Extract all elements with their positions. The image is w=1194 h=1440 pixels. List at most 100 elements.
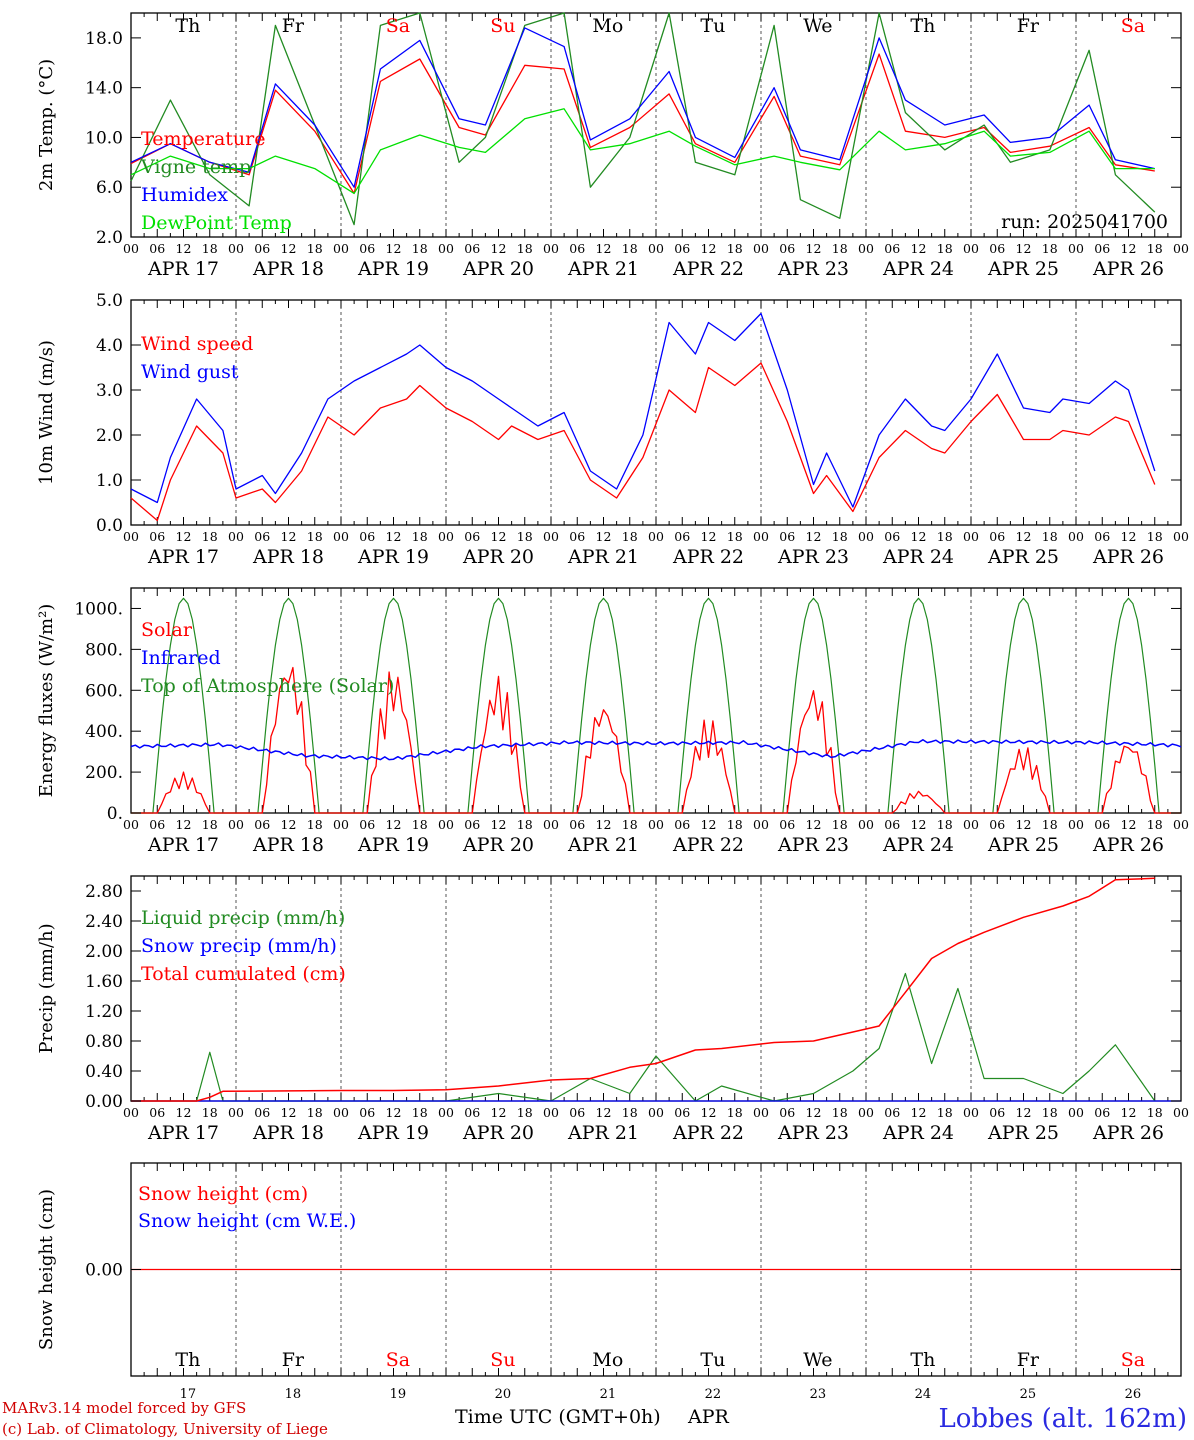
hour-tick-label: 06	[359, 1105, 375, 1120]
hour-tick-label: 12	[806, 529, 822, 544]
panel-1-axes	[130, 12, 1182, 238]
hour-tick-label: 12	[491, 817, 507, 832]
weekday-label: Tu	[700, 15, 725, 37]
hour-tick-label: 06	[359, 529, 375, 544]
hour-tick-label: 00	[963, 529, 979, 544]
series-humidex-line	[130, 27, 1155, 188]
hour-tick-label: 00	[333, 241, 349, 256]
hour-tick-label: 00	[228, 817, 244, 832]
date-label: APR 20	[462, 834, 534, 856]
hour-tick-label: 00	[963, 241, 979, 256]
legend-4: Liquid precip (mm/h) Snow precip (mm/h) To…	[141, 907, 346, 985]
hour-tick-label: 00	[543, 1105, 559, 1120]
legend-entry: Snow height (cm W.E.)	[138, 1210, 356, 1232]
hour-tick-label: 12	[176, 529, 192, 544]
hour-tick-label: 18	[727, 1105, 743, 1120]
hour-tick-label: 06	[1094, 1105, 1110, 1120]
hour-tick-label: 06	[569, 1105, 585, 1120]
model-credit: MARv3.14 model forced by GFS	[2, 1399, 246, 1417]
y-axis-4: 0.00 0.40 0.80 1.20 1.60 2.00 2.40 2.80	[85, 882, 1181, 1112]
series-infrared-line	[130, 739, 1182, 761]
weekday-label: Mo	[592, 15, 623, 37]
hour-tick-label: 18	[727, 241, 743, 256]
hour-tick-label: 00	[1173, 817, 1189, 832]
y-tick-label: 1.20	[85, 1002, 123, 1022]
hour-tick-label: 18	[307, 241, 323, 256]
hour-tick-label: 00	[123, 817, 139, 832]
panel-2-axes	[130, 299, 1182, 526]
y-tick-label: 0.80	[85, 1032, 123, 1052]
hour-tick-label: 00	[543, 817, 559, 832]
date-label: APR 21	[567, 258, 639, 280]
hour-tick-label: 06	[989, 1105, 1005, 1120]
hour-tick-label: 18	[937, 241, 953, 256]
series-wind-gust-line	[130, 312, 1156, 508]
hour-tick-label: 18	[517, 817, 533, 832]
hour-tick-label: 12	[281, 817, 297, 832]
hour-tick-label: 00	[1068, 241, 1084, 256]
hour-tick-label: 12	[596, 817, 612, 832]
hour-tick-label: 12	[806, 817, 822, 832]
y-tick-label: 2.0	[96, 228, 123, 248]
hour-tick-label: 06	[779, 241, 795, 256]
hour-tick-label: 12	[1016, 817, 1032, 832]
hour-tick-label: 12	[911, 529, 927, 544]
series-liquid-precip-line	[131, 972, 1156, 1102]
hour-tick-label: 12	[176, 1105, 192, 1120]
hour-tick-label: 00	[438, 241, 454, 256]
hour-tick-label: 00	[438, 1105, 454, 1120]
hour-tick-label: 00	[648, 817, 664, 832]
date-label: APR 24	[882, 1122, 954, 1144]
legend-entry: DewPoint Temp	[141, 212, 292, 234]
hour-tick-label: 06	[884, 1105, 900, 1120]
weekday-label: Th	[175, 1349, 200, 1371]
legend-entry: Humidex	[141, 184, 228, 206]
date-label: APR 26	[1092, 258, 1164, 280]
hour-tick-label: 06	[254, 1105, 270, 1120]
hour-tick-label: 12	[386, 1105, 402, 1120]
hour-tick-label: 12	[596, 1105, 612, 1120]
hour-tick-label: 18	[1042, 1105, 1058, 1120]
weekday-row-5: Th Fr Sa Su Mo Tu We Th Fr Sa	[175, 1349, 1145, 1371]
date-label: APR 24	[882, 546, 954, 568]
hour-tick-label: 12	[911, 817, 927, 832]
date-label: APR 23	[777, 834, 849, 856]
legend-entry: Snow height (cm)	[138, 1183, 308, 1205]
month-label: APR	[687, 1406, 730, 1428]
day-number: 20	[495, 1387, 512, 1402]
date-label: APR 24	[882, 258, 954, 280]
weekday-label: Su	[490, 15, 515, 37]
date-label: APR 17	[147, 834, 219, 856]
legend-5: Snow height (cm) Snow height (cm W.E.)	[138, 1183, 356, 1232]
date-label: APR 25	[987, 258, 1059, 280]
hour-tick-label: 12	[806, 241, 822, 256]
hour-tick-label: 06	[989, 241, 1005, 256]
hour-tick-label: 12	[701, 529, 717, 544]
hour-tick-label: 12	[491, 529, 507, 544]
hour-tick-label: 12	[176, 817, 192, 832]
date-label: APR 25	[987, 834, 1059, 856]
hour-tick-label: 18	[412, 241, 428, 256]
y-tick-label: 2.40	[85, 912, 123, 932]
hour-tick-label: 06	[464, 817, 480, 832]
y-axis-title: Energy fluxes (W/m²)	[36, 604, 57, 798]
hour-tick-label: 12	[491, 1105, 507, 1120]
weekday-label: Th	[910, 1349, 935, 1371]
y-tick-label: 2.80	[85, 882, 123, 902]
y-tick-label: 3.0	[96, 381, 123, 401]
hour-tick-label: 18	[517, 241, 533, 256]
hour-tick-label: 00	[648, 241, 664, 256]
hour-tick-label: 06	[884, 817, 900, 832]
hour-tick-label: 06	[254, 817, 270, 832]
hour-tick-label: 12	[701, 241, 717, 256]
day-number: 17	[180, 1387, 197, 1402]
date-label: APR 18	[252, 546, 324, 568]
series-vigne-temp-line	[130, 12, 1156, 226]
y-tick-label: 6.0	[96, 178, 123, 198]
hour-tick-label: 00	[858, 1105, 874, 1120]
hour-tick-label: 06	[779, 817, 795, 832]
hour-tick-label: 06	[359, 817, 375, 832]
hour-tick-label: 06	[254, 529, 270, 544]
y-axis-title: Precip (mm/h)	[36, 923, 57, 1053]
